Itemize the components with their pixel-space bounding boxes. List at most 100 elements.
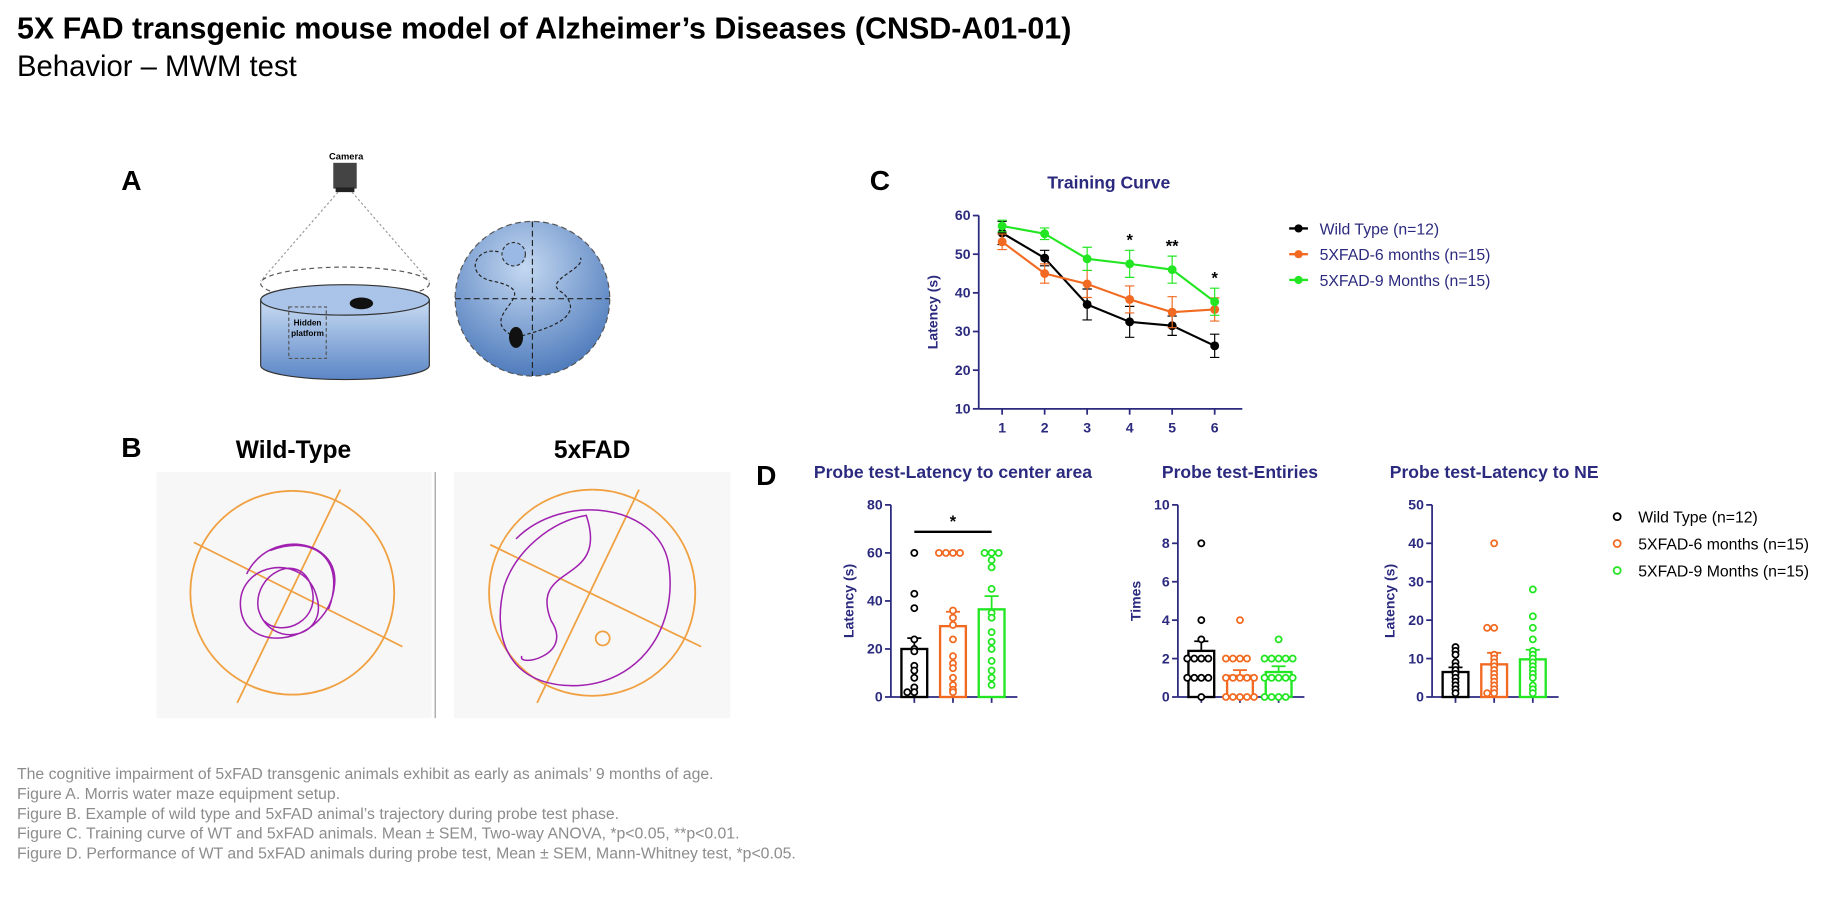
captions: The cognitive impairment of 5xFAD transg… bbox=[17, 766, 796, 863]
error-bar bbox=[984, 595, 999, 610]
y-tick-label: 40 bbox=[867, 593, 883, 609]
point bbox=[1528, 689, 1537, 698]
point bbox=[910, 548, 919, 557]
x-tick-label: 1 bbox=[998, 419, 1006, 435]
caption: Figure C. Training curve of WT and 5xFAD… bbox=[17, 826, 740, 843]
point bbox=[1260, 693, 1269, 701]
legend-marker bbox=[1294, 250, 1303, 259]
y-tick-label: 10 bbox=[1154, 497, 1170, 513]
point bbox=[949, 621, 957, 629]
point bbox=[1236, 616, 1244, 625]
point bbox=[997, 221, 1007, 231]
significance: ** bbox=[1166, 237, 1179, 255]
point bbox=[910, 688, 919, 697]
y-tick-label: 50 bbox=[1408, 497, 1424, 513]
point bbox=[1250, 693, 1258, 701]
point bbox=[1221, 673, 1230, 682]
caption: Figure D. Performance of WT and 5xFAD an… bbox=[17, 846, 796, 863]
point bbox=[987, 645, 996, 653]
y-tick-label: 50 bbox=[955, 246, 971, 262]
platform-label: Hidden bbox=[294, 319, 322, 328]
point bbox=[1204, 654, 1213, 663]
point bbox=[987, 556, 996, 565]
point bbox=[987, 613, 996, 622]
point bbox=[1197, 693, 1206, 701]
legend-label: Wild Type (n=12) bbox=[1638, 509, 1758, 526]
point bbox=[1210, 297, 1220, 307]
y-tick-label: 30 bbox=[1408, 573, 1424, 589]
point bbox=[1190, 673, 1199, 682]
point bbox=[1288, 654, 1297, 663]
subtitle: Behavior – MWM test bbox=[17, 50, 297, 83]
significance: * bbox=[950, 513, 957, 531]
x-tick-label: 5 bbox=[1168, 419, 1176, 435]
y-axis-label: Latency (s) bbox=[840, 564, 856, 638]
point bbox=[1267, 654, 1276, 663]
point bbox=[949, 613, 957, 622]
point bbox=[949, 673, 957, 682]
point bbox=[949, 652, 957, 661]
point bbox=[987, 666, 996, 675]
point bbox=[949, 688, 957, 697]
point bbox=[942, 548, 950, 557]
point bbox=[997, 228, 1007, 238]
point bbox=[910, 647, 919, 656]
point bbox=[1040, 269, 1050, 278]
point bbox=[1483, 623, 1492, 632]
chart-title: Probe test-Latency to NE bbox=[1390, 462, 1599, 482]
legend-marker bbox=[1294, 224, 1303, 233]
y-tick-label: 20 bbox=[1408, 612, 1424, 628]
maze-illustration: Camera Hidden platform bbox=[260, 151, 611, 381]
caption: Figure A. Morris water maze equipment se… bbox=[17, 786, 340, 803]
point bbox=[1197, 673, 1206, 682]
point bbox=[1274, 673, 1283, 682]
legend-marker bbox=[1612, 539, 1622, 548]
platform-label: platform bbox=[291, 329, 324, 338]
point bbox=[910, 589, 919, 598]
point bbox=[1490, 539, 1499, 548]
point bbox=[1125, 317, 1135, 327]
point bbox=[1197, 616, 1206, 625]
point bbox=[956, 548, 964, 557]
point bbox=[1267, 693, 1276, 701]
panel-letter: D bbox=[756, 460, 776, 491]
point bbox=[949, 606, 957, 615]
point bbox=[1040, 229, 1050, 239]
point bbox=[1250, 673, 1258, 682]
legend-marker bbox=[1294, 275, 1303, 285]
point bbox=[910, 666, 919, 675]
title: 5X FAD transgenic mouse model of Alzheim… bbox=[17, 12, 1071, 46]
point bbox=[1167, 307, 1177, 317]
point bbox=[910, 604, 919, 613]
y-tick-label: 10 bbox=[1408, 650, 1424, 666]
point bbox=[1190, 654, 1199, 663]
point bbox=[1221, 693, 1230, 701]
point bbox=[1082, 254, 1092, 264]
legend-label: Wild Type (n=12) bbox=[1320, 221, 1440, 238]
y-tick-label: 8 bbox=[1162, 535, 1170, 551]
series-line bbox=[1001, 224, 1216, 303]
y-tick-label: 20 bbox=[955, 362, 971, 378]
legend-label: 5XFAD-6 months (n=15) bbox=[1320, 247, 1491, 264]
point bbox=[1125, 294, 1135, 304]
y-tick-label: 40 bbox=[955, 285, 971, 301]
point bbox=[987, 657, 996, 665]
y-tick-label: 10 bbox=[955, 401, 971, 417]
point bbox=[1490, 689, 1499, 698]
point bbox=[1229, 693, 1237, 701]
point bbox=[1221, 654, 1230, 663]
point bbox=[1528, 623, 1537, 632]
caption: The cognitive impairment of 5xFAD transg… bbox=[17, 766, 714, 783]
point bbox=[1483, 689, 1492, 698]
y-tick-label: 0 bbox=[1162, 689, 1170, 705]
y-tick-label: 2 bbox=[1162, 650, 1170, 666]
point bbox=[949, 548, 957, 557]
point bbox=[903, 688, 912, 697]
point bbox=[1197, 635, 1206, 644]
significance: * bbox=[1211, 270, 1218, 288]
legend-label: 5XFAD-9 Months (n=15) bbox=[1320, 273, 1491, 290]
point bbox=[1528, 635, 1537, 644]
